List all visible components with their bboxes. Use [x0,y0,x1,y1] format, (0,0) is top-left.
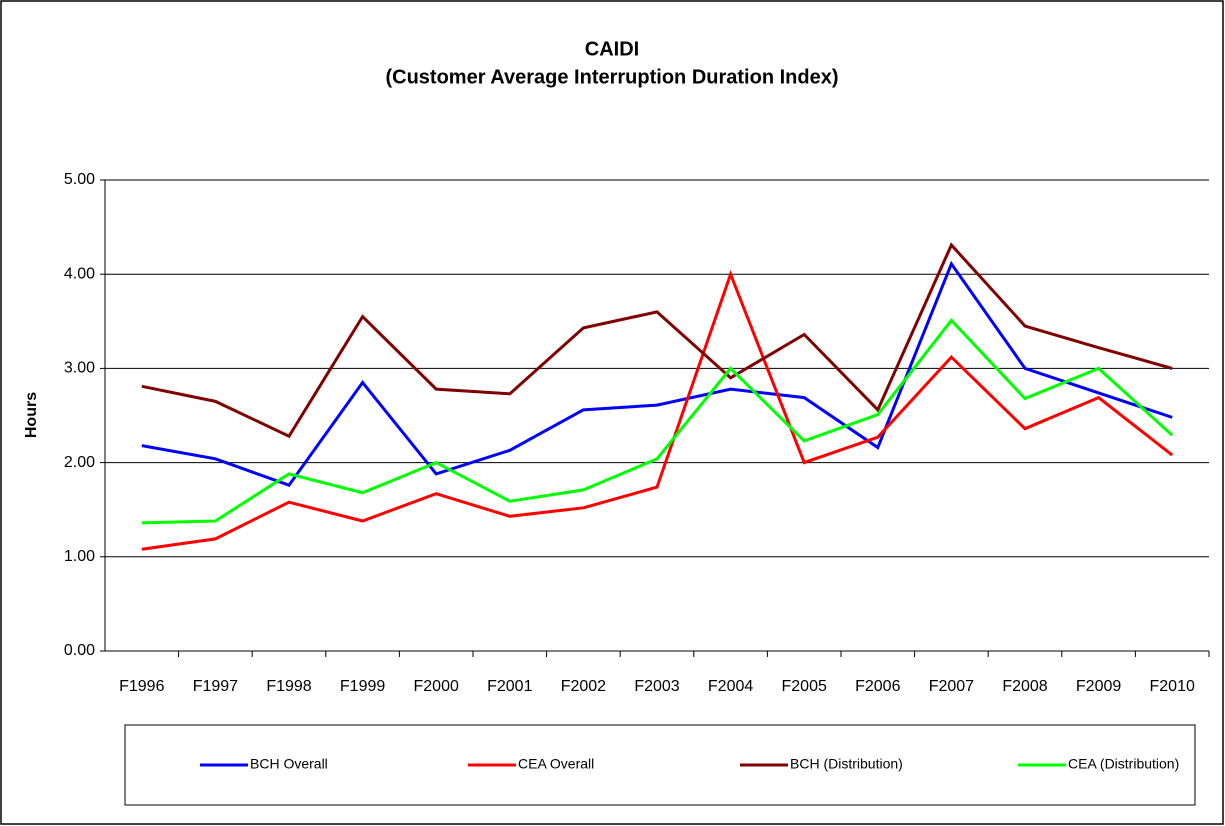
legend-label: BCH Overall [250,756,328,772]
x-tick-label: F2006 [855,678,900,695]
x-tick-label: F2008 [1002,678,1047,695]
x-tick-label: F2007 [929,678,974,695]
chart-title: CAIDI [585,38,639,60]
x-tick-label: F2005 [782,678,827,695]
x-tick-label: F2010 [1150,678,1195,695]
chart-subtitle: (Customer Average Interruption Duration … [385,66,838,88]
y-tick-label: 4.00 [64,265,95,282]
series-line [141,242,1173,439]
y-tick-label: 2.00 [64,454,95,471]
y-tick-label: 0.00 [64,642,95,659]
legend-box [124,724,1196,806]
y-tick-label: 1.00 [64,548,95,565]
legend-label: CEA (Distribution) [1068,756,1179,772]
x-tick-label: F1997 [193,678,238,695]
x-tick-label: F2000 [414,678,459,695]
x-tick-label: F1998 [266,678,311,695]
y-tick-label: 3.00 [64,360,95,377]
x-tick-label: F2002 [561,678,606,695]
x-tick-label: F1999 [340,678,385,695]
series-line [141,318,1174,525]
y-axis-label: Hours [23,392,40,438]
legend-label: BCH (Distribution) [790,756,903,772]
x-tick-label: F2009 [1076,678,1121,695]
series-line [141,260,1173,488]
x-tick-label: F2004 [708,678,753,695]
x-tick-label: F2003 [634,678,679,695]
series-line [141,269,1174,551]
x-tick-label: F2001 [487,678,532,695]
x-tick-label: F1996 [119,678,164,695]
legend-label: CEA Overall [518,756,594,772]
y-tick-label: 5.00 [64,171,95,188]
